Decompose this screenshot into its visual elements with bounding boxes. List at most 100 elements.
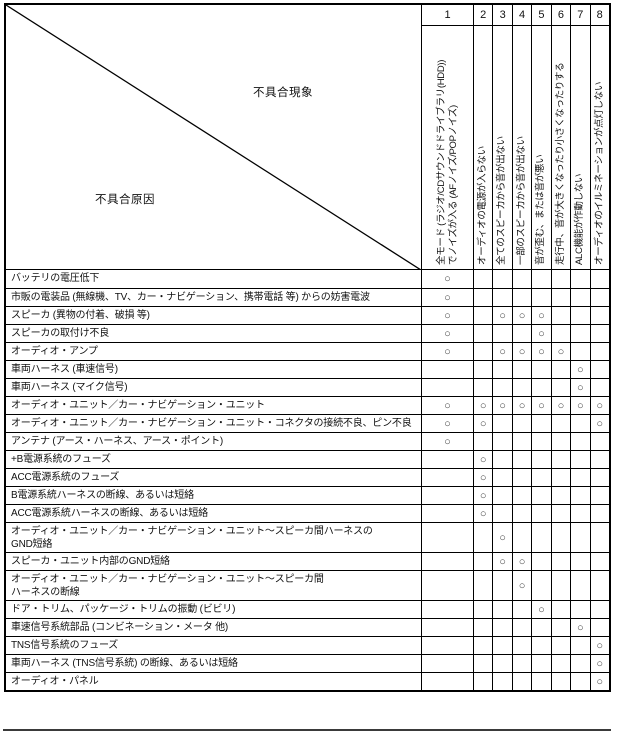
correlation-mark-cell: ○ (473, 397, 492, 414)
empty-mark-cell (570, 270, 589, 288)
empty-mark-cell (550, 307, 570, 324)
symptom-column-label-cell: オーディオの電源が入らない (474, 26, 492, 269)
symptom-column-label-line: 音が歪む、または音が悪い (535, 154, 547, 265)
empty-mark-cell (421, 469, 473, 486)
symptom-column-number: 6 (551, 5, 571, 26)
empty-mark-cell (492, 433, 511, 450)
empty-mark-cell (511, 601, 531, 618)
empty-mark-cell (531, 487, 550, 504)
correlation-mark-cell: ○ (473, 469, 492, 486)
empty-mark-cell (421, 655, 473, 672)
empty-mark-cell (550, 361, 570, 378)
empty-mark-cell (511, 270, 531, 288)
empty-mark-cell (589, 379, 609, 396)
empty-mark-cell (531, 270, 550, 288)
empty-mark-cell (492, 451, 511, 468)
empty-mark-cell (550, 270, 570, 288)
empty-mark-cell (570, 673, 589, 690)
cause-label-line: 市販の電装品 (無線機、TV、カー・ナビゲーション、携帯電話 等) からの妨害電… (11, 292, 370, 303)
empty-mark-cell (570, 637, 589, 654)
cause-row: B電源系統ハーネスの断線、あるいは短絡 ○ (6, 486, 609, 504)
correlation-mark-cell: ○ (473, 505, 492, 522)
empty-mark-cell (550, 619, 570, 636)
cause-label: ドア・トリム、パッケージ・トリムの振動 (ビビリ) (6, 601, 421, 618)
correlation-mark-cell: ○ (492, 343, 511, 360)
correlation-mark-cell: ○ (531, 325, 550, 342)
empty-mark-cell (421, 619, 473, 636)
empty-mark-cell (492, 571, 511, 600)
empty-mark-cell (589, 571, 609, 600)
correlation-mark-cell: ○ (511, 397, 531, 414)
cause-row: オーディオ・パネル ○ (6, 672, 609, 690)
empty-mark-cell (492, 325, 511, 342)
empty-mark-cell (531, 469, 550, 486)
cause-row: スピーカ・ユニット内部のGND短絡 ○ ○ (6, 552, 609, 570)
cause-rows: バッテリの電圧低下 ○ 市販の電装品 (無線機、TV、カー・ナビゲーション、携帯… (6, 270, 609, 690)
empty-mark-cell (589, 487, 609, 504)
cause-label-line: ACC電源系統ハーネスの断線、あるいは短絡 (11, 508, 208, 519)
empty-mark-cell (589, 523, 609, 552)
cause-label-line: オーディオ・ユニット／カー・ナビゲーション・ユニット〜スピーカ間ハーネスの (11, 526, 373, 537)
empty-mark-cell (421, 571, 473, 600)
empty-mark-cell (550, 433, 570, 450)
empty-mark-cell (570, 433, 589, 450)
empty-mark-cell (511, 379, 531, 396)
empty-mark-cell (473, 673, 492, 690)
symptom-column-label-cell: 走行中、音が大きくなったり小さくなったりする (552, 26, 570, 269)
empty-mark-cell (511, 619, 531, 636)
symptom-column-number: 5 (532, 5, 551, 26)
cause-row: オーディオ・ユニット／カー・ナビゲーション・ユニット〜スピーカ間 ハーネスの断線 … (6, 570, 609, 600)
empty-mark-cell (570, 415, 589, 432)
correlation-mark-cell: ○ (492, 553, 511, 570)
cause-corner-label: 不具合原因 (95, 194, 155, 206)
empty-mark-cell (589, 361, 609, 378)
cause-row: 車両ハーネス (マイク信号) ○ (6, 378, 609, 396)
correlation-mark-cell: ○ (421, 415, 473, 432)
correlation-mark-cell: ○ (589, 655, 609, 672)
correlation-mark-cell: ○ (531, 397, 550, 414)
empty-mark-cell (550, 571, 570, 600)
empty-mark-cell (473, 523, 492, 552)
empty-mark-cell (531, 571, 550, 600)
symptom-column-number: 1 (422, 5, 473, 26)
empty-mark-cell (511, 325, 531, 342)
empty-mark-cell (589, 289, 609, 306)
empty-mark-cell (589, 619, 609, 636)
empty-mark-cell (473, 553, 492, 570)
correlation-mark-cell: ○ (421, 433, 473, 450)
empty-mark-cell (511, 361, 531, 378)
empty-mark-cell (531, 553, 550, 570)
symptom-column-label: 全モード (ラジオ/CDサウンドドライブラリ(HDD)) でノイズが入る (AFノ… (422, 26, 473, 269)
empty-mark-cell (550, 523, 570, 552)
cause-label: 車両ハーネス (車速信号) (6, 361, 421, 378)
symptom-column-label-cell: 一部のスピーカから音が出ない (513, 26, 531, 269)
page-bottom-rule (3, 729, 611, 731)
correlation-mark-cell: ○ (473, 487, 492, 504)
cause-label: +B電源系統のフューズ (6, 451, 421, 468)
empty-mark-cell (492, 270, 511, 288)
empty-mark-cell (492, 469, 511, 486)
correlation-mark-cell: ○ (473, 415, 492, 432)
correlation-mark-cell: ○ (511, 343, 531, 360)
cause-row: オーディオ・ユニット／カー・ナビゲーション・ユニット ○ ○ ○ ○ ○ ○ ○ ○ (6, 396, 609, 414)
empty-mark-cell (570, 343, 589, 360)
correlation-mark-cell: ○ (473, 451, 492, 468)
symptom-column-label-cell: ALC機能が作動しない (571, 26, 589, 269)
symptom-column-label-line: 一部のスピーカから音が出ない (516, 136, 528, 265)
empty-mark-cell (570, 505, 589, 522)
empty-mark-cell (570, 307, 589, 324)
empty-mark-cell (473, 343, 492, 360)
correlation-mark-cell: ○ (570, 397, 589, 414)
troubleshooting-matrix-table: 不具合現象 不具合原因 1 全モード (ラジオ/CDサウンドドライブラリ(HDD… (4, 3, 611, 692)
empty-mark-cell (570, 571, 589, 600)
cause-row: 車速信号系統部品 (コンビネーション・メータ 他) ○ (6, 618, 609, 636)
cause-label: 車速信号系統部品 (コンビネーション・メータ 他) (6, 619, 421, 636)
empty-mark-cell (550, 451, 570, 468)
diagonal-divider-line (6, 5, 421, 270)
empty-mark-cell (421, 505, 473, 522)
cause-label: オーディオ・パネル (6, 673, 421, 690)
cause-label: スピーカ (異物の付着、破損 等) (6, 307, 421, 324)
empty-mark-cell (492, 415, 511, 432)
empty-mark-cell (421, 637, 473, 654)
empty-mark-cell (550, 469, 570, 486)
